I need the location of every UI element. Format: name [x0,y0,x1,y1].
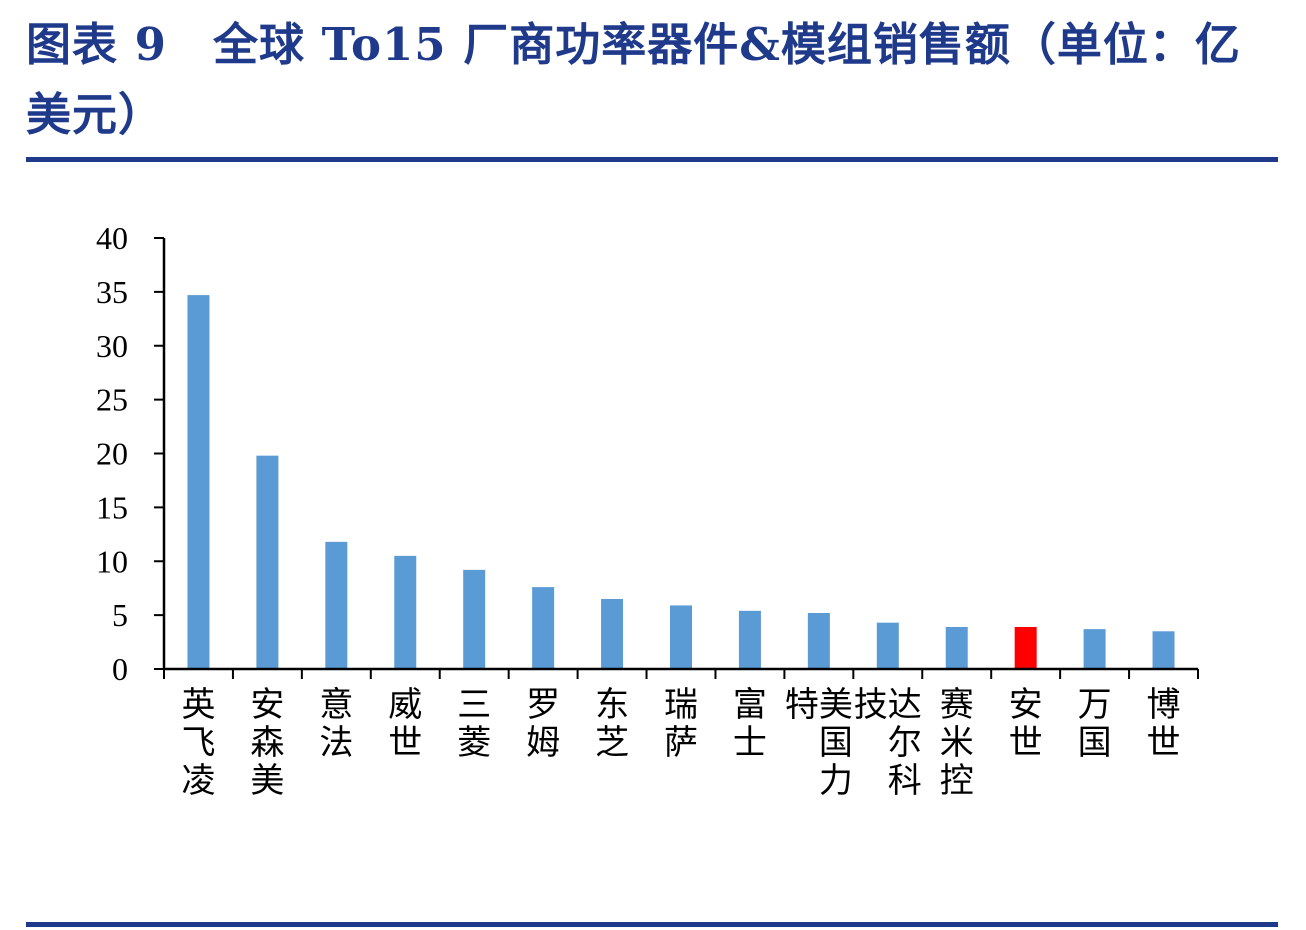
bar-2 [256,455,279,669]
category-label: 意法 [319,685,353,763]
category-label-char: 国 [819,723,853,763]
y-tick-label: 10 [96,543,128,579]
category-label-char: 尔 [888,723,922,763]
category-label-char: 安 [250,685,284,725]
bar-11 [876,622,899,669]
category-label: 万国 [1078,685,1112,763]
category-label-char: 三 [457,685,491,725]
category-label-char: 凌 [181,761,215,801]
category-label-char: 控 [940,761,974,801]
category-label-char: 飞 [181,723,215,763]
y-tick-label: 0 [112,651,128,687]
category-label-char: 法 [319,723,353,763]
bar-9 [738,610,761,669]
y-tick-label: 25 [96,382,128,418]
bar-14 [1083,629,1106,669]
bar-8 [670,605,692,669]
category-label-char: 菱 [457,723,491,763]
bar-10 [807,612,830,669]
bar-5 [463,569,486,669]
category-label-char: 富 [733,685,767,725]
category-label-char: 威 [388,685,422,725]
bar-6 [532,587,555,669]
category-label: 安世 [1009,685,1043,763]
category-label-char: 力 [819,761,853,801]
bars [187,295,1175,669]
y-tick-label: 5 [112,597,128,633]
category-label-char: 博 [1147,685,1181,725]
bar-12 [945,626,968,669]
bar-7 [601,598,624,669]
category-label-char: 特 [785,685,819,725]
y-tick-label: 15 [96,489,128,525]
category-label-char: 米 [940,723,974,763]
category-label: 三菱 [457,685,491,763]
y-axis-ticks: 0 5 10 15 20 25 30 35 40 [96,220,164,687]
category-label-char: 意 [319,685,353,725]
category-label-char: 赛 [940,685,974,725]
category-label-char: 芝 [595,723,629,763]
category-label-char: 世 [1009,723,1043,763]
y-tick-label: 30 [96,328,128,364]
category-label-char: 森 [250,723,284,763]
category-label-char: 世 [388,723,422,763]
category-label-char: 瑞 [664,685,698,725]
category-label-char: 国 [1078,723,1112,763]
category-label-char: 世 [1147,723,1181,763]
bar-13 [1014,626,1037,669]
category-label: 富士 [733,685,767,763]
bar-1 [187,295,210,669]
category-label-char: 美 [819,685,853,725]
category-label-char: 英 [181,685,215,725]
bar-4 [394,555,417,669]
x-axis-ticks [163,669,1199,679]
category-label-char: 美 [250,761,284,801]
y-tick-label: 40 [96,220,128,256]
y-tick-label: 20 [96,436,128,472]
title-divider [26,157,1278,162]
category-label: 罗姆 [526,685,560,763]
category-label: 威世 [388,685,422,763]
category-label-char: 技 [854,685,888,725]
category-label-char: 萨 [664,723,698,763]
category-label-char: 科 [888,761,922,801]
category-label-char: 东 [595,685,629,725]
category-label-char: 达 [888,685,922,725]
category-label: 博世 [1147,685,1181,763]
category-label-char: 万 [1078,685,1112,725]
bar-15 [1152,631,1175,669]
bar-3 [325,541,348,669]
category-label: 赛米控 [940,685,974,801]
footer-divider [26,922,1278,927]
category-label: 瑞萨 [664,685,698,763]
category-label: 东芝 [595,685,629,763]
category-label-char: 罗 [526,685,560,725]
figure-title: 图表 9 全球 To15 厂商功率器件&模组销售额（单位：亿美元） [26,18,1241,141]
category-label-char: 姆 [526,723,560,763]
category-label-char: 安 [1009,685,1043,725]
category-label-char: 士 [733,723,767,763]
category-label: 英飞凌 [181,685,215,801]
category-label: 安森美 [250,685,284,801]
y-tick-label: 35 [96,274,128,310]
